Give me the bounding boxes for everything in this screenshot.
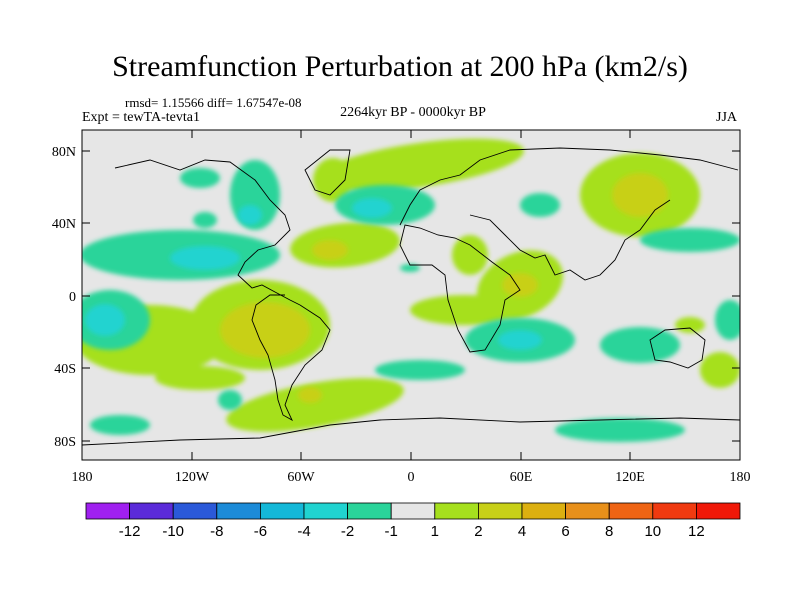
colorbar-label: 8 bbox=[605, 523, 613, 540]
strong-negative-n-america bbox=[238, 205, 262, 225]
colorbar-swatch bbox=[216, 502, 261, 520]
colorbar-label: 12 bbox=[688, 523, 705, 540]
coast-south-america bbox=[251, 294, 331, 422]
lon-label-60w: 60W bbox=[287, 470, 315, 485]
negative-anomaly-sw-pacific bbox=[90, 415, 150, 435]
coast-eurasia-north bbox=[399, 147, 739, 226]
positive-anomaly-new-guinea bbox=[675, 317, 705, 333]
strong-negative-ne-pacific bbox=[170, 246, 240, 270]
colorbar-swatch bbox=[390, 502, 436, 520]
coast-antarctica bbox=[82, 417, 740, 446]
colorbar-swatch bbox=[129, 502, 174, 520]
lon-tick-marks bbox=[81, 130, 741, 460]
positive-anomaly-c-africa bbox=[410, 295, 520, 325]
strong-positive-atlantic bbox=[312, 240, 348, 260]
colorbar bbox=[85, 502, 741, 520]
colorbar-swatch bbox=[434, 502, 479, 520]
lat-tick-marks bbox=[82, 150, 740, 442]
colorbar-label: -1 bbox=[385, 523, 398, 540]
lat-label-0: 0 bbox=[69, 290, 76, 305]
lon-tick-labels: 180 120W 60W 0 60E 120E 180 bbox=[72, 470, 751, 485]
strong-negative-c-pacific bbox=[85, 304, 125, 336]
lat-label-80n: 80N bbox=[52, 145, 76, 160]
lat-label-80s: 80S bbox=[54, 435, 76, 450]
positive-anomaly-nw-europe bbox=[315, 138, 525, 192]
colorbar-label: -6 bbox=[254, 523, 267, 540]
colorbar-swatch bbox=[696, 502, 741, 520]
negative-anomaly-e-indian-ocean bbox=[600, 327, 680, 363]
strong-positive-s-america bbox=[220, 302, 310, 358]
lon-label-60e: 60E bbox=[510, 470, 533, 485]
coast-north-america bbox=[114, 159, 301, 306]
colorbar-swatch bbox=[347, 502, 392, 520]
coast-greenland bbox=[304, 149, 351, 196]
negative-anomaly-small-2 bbox=[193, 212, 217, 228]
positive-anomaly-greenland bbox=[313, 158, 353, 202]
lat-tick-labels: 80N 40N 0 40S 80S bbox=[52, 145, 76, 450]
negative-anomaly-alaska bbox=[180, 168, 220, 188]
strong-positive-s-atlantic bbox=[298, 387, 322, 403]
colorbar-label: 1 bbox=[431, 523, 439, 540]
positive-anomaly-s-atlantic bbox=[226, 378, 404, 432]
negative-anomaly-w-asia bbox=[520, 193, 560, 217]
colorbar-swatch bbox=[608, 502, 654, 520]
colorbar-label: -2 bbox=[341, 523, 354, 540]
colorbar-swatch bbox=[172, 502, 218, 520]
colorbar-swatch bbox=[85, 502, 130, 520]
colorbar-swatch bbox=[259, 502, 305, 520]
negative-anomaly-small bbox=[400, 264, 420, 272]
time-period-label: 2264kyr BP - 0000kyr BP bbox=[340, 105, 486, 120]
negative-anomaly-s-atlantic bbox=[375, 360, 465, 380]
strong-negative-indian-ocean bbox=[498, 330, 542, 350]
lat-label-40s: 40S bbox=[54, 362, 76, 377]
lon-label-0: 0 bbox=[408, 470, 415, 485]
colorbar-label: 6 bbox=[561, 523, 569, 540]
rmsd-diff-stats: rmsd= 1.15566 diff= 1.67547e-08 bbox=[125, 95, 302, 110]
lon-label-180w: 180 bbox=[72, 470, 93, 485]
lat-label-40n: 40N bbox=[52, 217, 76, 232]
colorbar-swatch bbox=[652, 502, 697, 520]
lon-label-180e: 180 bbox=[730, 470, 751, 485]
colorbar-label: -4 bbox=[297, 523, 310, 540]
negative-anomaly-nw-pacific bbox=[640, 228, 740, 252]
colorbar-swatch bbox=[477, 502, 523, 520]
plot-title: Streamfunction Perturbation at 200 hPa (… bbox=[112, 50, 688, 83]
colorbar-label: 4 bbox=[518, 523, 526, 540]
coastlines bbox=[82, 147, 740, 446]
lon-label-120e: 120E bbox=[615, 470, 645, 485]
positive-anomaly-s-pacific-band bbox=[155, 366, 245, 390]
strong-positive-arabia bbox=[502, 273, 538, 297]
colorbar-swatch bbox=[521, 502, 566, 520]
colorbar-label: 10 bbox=[644, 523, 661, 540]
strong-positive-east-asia bbox=[612, 173, 668, 217]
colorbar-labels: -12 -10 -8 -6 -4 -2 -1 1 2 4 6 8 10 12 bbox=[119, 523, 705, 540]
experiment-label: Expt = tewTA-tevta1 bbox=[82, 110, 200, 125]
negative-anomaly-s-pacific bbox=[218, 390, 242, 410]
lon-label-120w: 120W bbox=[175, 470, 210, 485]
colorbar-label: -10 bbox=[162, 523, 184, 540]
colorbar-swatch bbox=[303, 502, 348, 520]
coast-australia bbox=[649, 327, 706, 369]
coast-africa bbox=[399, 224, 521, 353]
coast-eurasia-south bbox=[469, 199, 671, 281]
colorbar-label: -8 bbox=[210, 523, 223, 540]
colorbar-swatch bbox=[565, 502, 610, 520]
colorbar-label: -12 bbox=[119, 523, 141, 540]
colorbar-label: 2 bbox=[474, 523, 482, 540]
negative-anomaly-w-pacific bbox=[715, 300, 740, 340]
positive-anomaly-sw-pacific bbox=[700, 352, 740, 388]
strong-negative-atlantic bbox=[352, 198, 392, 218]
season-label: JJA bbox=[716, 110, 738, 125]
positive-anomaly-n-africa bbox=[452, 235, 488, 275]
negative-anomaly-southern-ocean bbox=[555, 418, 685, 442]
